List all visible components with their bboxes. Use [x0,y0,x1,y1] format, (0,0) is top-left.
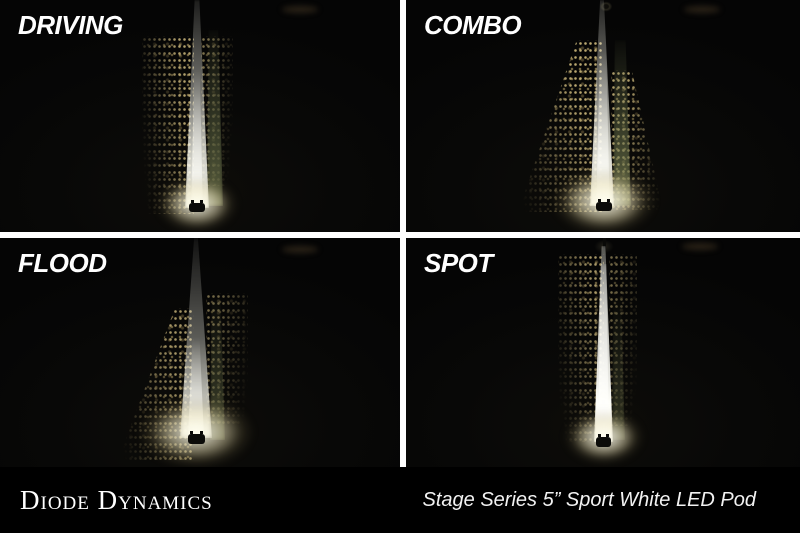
beam-panel-spot: SPOT [406,238,800,467]
brand-logo-text: Diode Dynamics [20,484,213,515]
horizon-smudge [684,6,720,13]
beam-pattern-label-spot: SPOT [424,248,493,278]
beam-panel-combo: COMBO [406,0,800,232]
beam-core [191,70,203,208]
horizon-smudge [282,6,318,13]
beam-core [598,264,609,440]
led-pod-silhouette [596,434,611,447]
product-name-text: Stage Series 5” Sport White LED Pod [422,488,757,511]
grass-strip [613,40,631,206]
horizon-smudge [682,243,718,250]
beam-pattern-label-combo: COMBO [424,10,522,40]
led-pod-silhouette [189,200,205,212]
beam-core [596,50,610,206]
led-pod-silhouette [188,431,205,444]
beam-panel-flood: FLOOD [0,238,400,467]
grass-strip [612,298,625,440]
roadside-scatter-right [609,254,637,426]
grass-strip [207,30,223,206]
footer-bar: Diode Dynamics Stage Series 5” Sport Whi… [0,467,800,533]
horizon-smudge [282,246,318,253]
led-pod-silhouette [596,199,612,211]
quadrant-divider-horizontal [0,232,800,238]
beam-pattern-label-driving: DRIVING [18,10,123,40]
beam-glow [552,168,656,232]
beam-glow [138,396,254,467]
beam-panel-driving: DRIVING [0,0,400,232]
beam-pattern-label-flood: FLOOD [18,248,107,278]
